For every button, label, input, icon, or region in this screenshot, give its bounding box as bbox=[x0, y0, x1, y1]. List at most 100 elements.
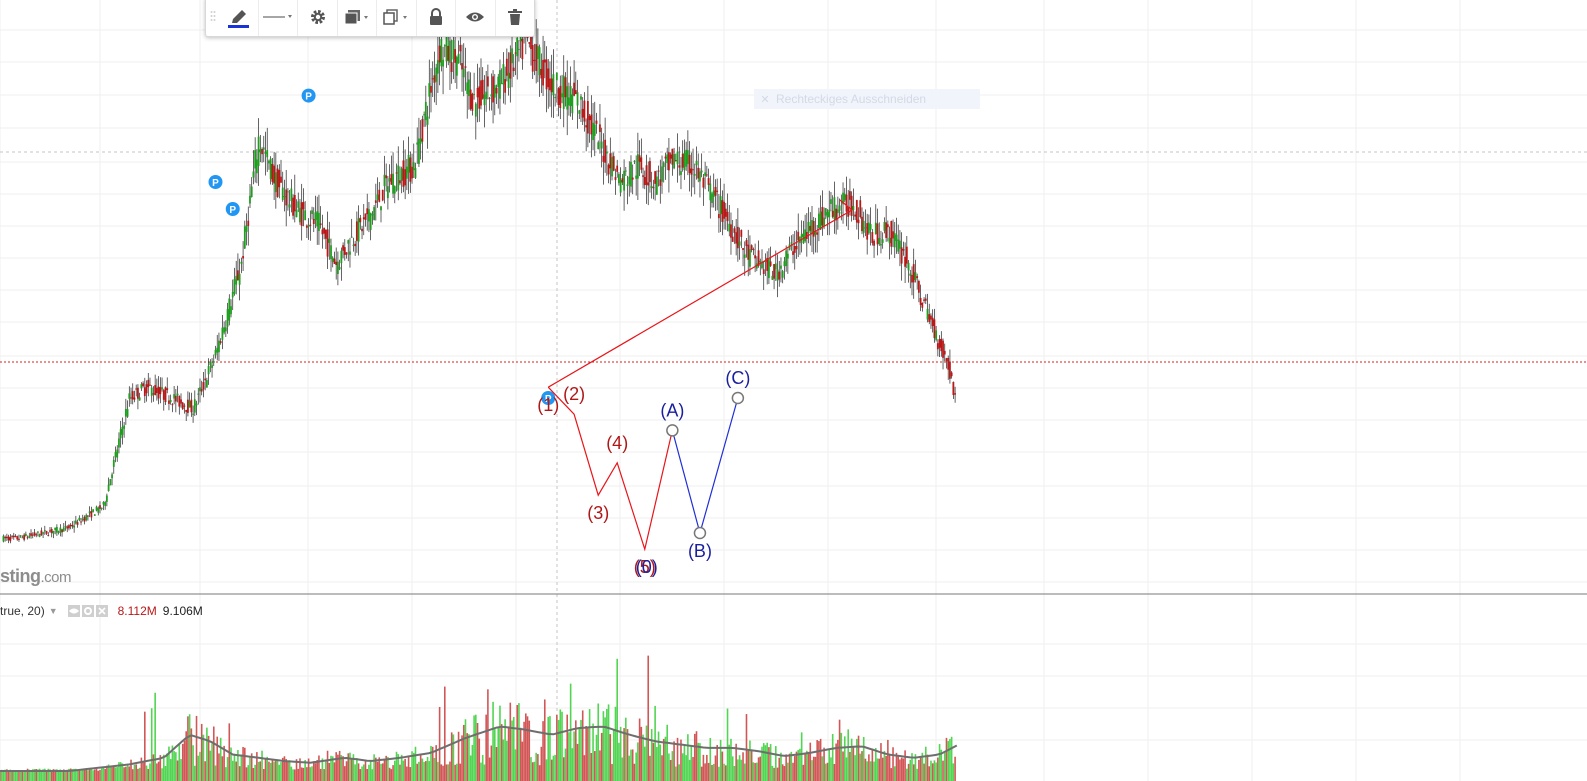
candle-body bbox=[295, 209, 298, 218]
candle-body bbox=[416, 142, 419, 145]
volume-bar bbox=[162, 754, 165, 781]
candle-body bbox=[262, 147, 265, 150]
volume-bar bbox=[256, 752, 258, 781]
volume-bar bbox=[190, 728, 193, 781]
candle-body bbox=[142, 383, 144, 387]
candle-body bbox=[588, 115, 591, 121]
candle-body bbox=[635, 175, 638, 179]
volume-bar bbox=[609, 734, 612, 781]
volume-bar bbox=[23, 770, 25, 781]
volume-bar bbox=[28, 769, 31, 781]
line-style-button[interactable] bbox=[259, 0, 299, 36]
candle-body bbox=[276, 168, 279, 197]
volume-bar bbox=[921, 752, 924, 781]
volume-bar bbox=[359, 769, 362, 781]
clone-button[interactable] bbox=[377, 0, 417, 36]
volume-bar bbox=[31, 769, 34, 781]
candle-body bbox=[790, 242, 793, 244]
candle-body bbox=[914, 272, 917, 280]
impulse-wave-start[interactable] bbox=[547, 199, 854, 388]
candle-body bbox=[923, 299, 925, 301]
candle-body bbox=[655, 176, 658, 195]
volume-bar bbox=[792, 762, 794, 781]
volume-bar bbox=[356, 758, 358, 781]
elliott-impulse-wave[interactable]: (1)(2) (3) (4) (5) bbox=[537, 199, 854, 577]
elliott-corrective-wave[interactable]: (A) (B) (C) (0) bbox=[636, 368, 751, 577]
volume-bar bbox=[62, 769, 65, 781]
candle-body bbox=[554, 97, 557, 99]
volume-bar bbox=[283, 756, 286, 781]
candle-body bbox=[557, 88, 560, 106]
lock-button[interactable] bbox=[417, 0, 457, 36]
volume-bar bbox=[428, 761, 431, 781]
pivot-marker[interactable]: P bbox=[301, 88, 316, 103]
volume-bar bbox=[297, 768, 300, 781]
candle-body bbox=[812, 221, 815, 237]
volume-bar bbox=[614, 706, 617, 781]
candle-body bbox=[285, 189, 288, 206]
volume-bar bbox=[952, 763, 955, 781]
candle-body bbox=[543, 59, 546, 63]
volume-bar bbox=[837, 739, 839, 781]
volume-bar bbox=[659, 744, 662, 781]
volume-bar bbox=[576, 743, 579, 781]
candle-body bbox=[507, 72, 510, 89]
volume-bar bbox=[828, 749, 831, 781]
pivot-marker[interactable]: P bbox=[208, 175, 223, 189]
volume-bar bbox=[835, 743, 837, 781]
settings-button[interactable] bbox=[298, 0, 338, 36]
candle-body bbox=[99, 505, 101, 509]
candle-body bbox=[340, 250, 343, 264]
candle-body bbox=[68, 525, 70, 529]
volume-bar bbox=[83, 768, 86, 781]
visibility-button[interactable] bbox=[456, 0, 496, 36]
volume-bar bbox=[237, 750, 239, 781]
volume-bar bbox=[543, 699, 546, 781]
volume-bar bbox=[600, 732, 603, 781]
candle-body bbox=[718, 214, 720, 219]
volume-bar bbox=[173, 751, 175, 781]
layers-button[interactable] bbox=[338, 0, 378, 36]
candle-body bbox=[307, 225, 310, 227]
candle-body bbox=[16, 536, 19, 540]
eye-toggle-icon[interactable] bbox=[67, 605, 80, 617]
candle-body bbox=[849, 191, 851, 200]
pencil-button[interactable] bbox=[219, 0, 259, 36]
volume-bar bbox=[666, 724, 668, 781]
candle-body bbox=[674, 160, 677, 162]
candle-body bbox=[133, 397, 136, 400]
volume-bar bbox=[314, 763, 317, 781]
candle-body bbox=[876, 223, 879, 245]
caret-down-icon[interactable]: ▼ bbox=[48, 606, 58, 616]
volume-bar bbox=[97, 770, 100, 781]
candle-body bbox=[600, 141, 603, 149]
volume-bar bbox=[937, 757, 939, 781]
candle-body bbox=[462, 68, 465, 78]
volume-bar bbox=[611, 764, 613, 781]
drag-handle[interactable] bbox=[206, 0, 219, 36]
volume-bar bbox=[385, 755, 387, 781]
wave-handle[interactable] bbox=[693, 526, 707, 540]
candle-body bbox=[580, 96, 582, 100]
volume-bar bbox=[716, 744, 718, 781]
settings-toggle-icon[interactable] bbox=[81, 605, 94, 617]
wave-handle[interactable] bbox=[666, 424, 679, 437]
pivot-marker[interactable]: P bbox=[225, 202, 240, 216]
remove-indicator-icon[interactable] bbox=[95, 605, 108, 617]
pencil-icon bbox=[231, 10, 246, 23]
impulse-wave-line[interactable] bbox=[547, 386, 673, 552]
pivot-markers[interactable]: P P P P bbox=[208, 88, 556, 405]
volume-bar bbox=[206, 727, 208, 781]
volume-bar bbox=[380, 763, 382, 781]
pivot-marker[interactable]: P bbox=[541, 391, 556, 405]
volume-bar bbox=[949, 738, 951, 781]
volume-bar bbox=[242, 747, 244, 781]
volume-bar bbox=[81, 768, 84, 781]
delete-button[interactable] bbox=[496, 0, 534, 36]
candle-body bbox=[373, 207, 376, 220]
wave-handle[interactable] bbox=[731, 391, 745, 405]
volume-bar bbox=[249, 756, 251, 781]
candle-body bbox=[690, 168, 693, 175]
candle-body bbox=[652, 187, 655, 189]
